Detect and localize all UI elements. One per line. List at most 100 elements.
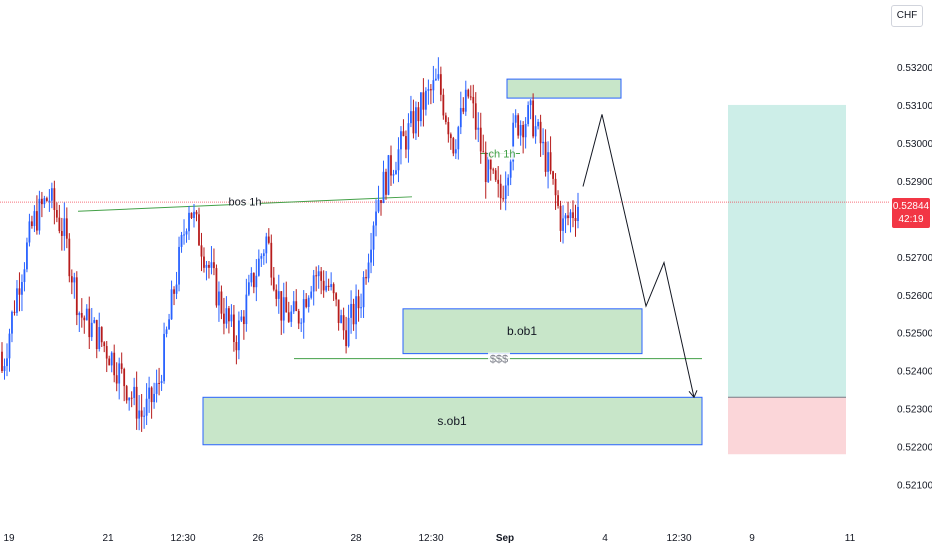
candle-body bbox=[285, 297, 288, 313]
candle-body bbox=[524, 123, 527, 138]
candle-body bbox=[193, 211, 195, 218]
y-tick-label: 0.53100 bbox=[897, 101, 932, 112]
x-tick-label: 9 bbox=[749, 533, 755, 544]
candle-body bbox=[80, 313, 83, 318]
candle-body bbox=[90, 322, 93, 338]
candle-body bbox=[33, 211, 36, 227]
candle-body bbox=[262, 253, 265, 256]
candle-body bbox=[317, 271, 320, 277]
y-tick-label: 0.52600 bbox=[897, 291, 932, 302]
candle-body bbox=[459, 107, 462, 128]
candle-body bbox=[542, 141, 544, 144]
candle-body bbox=[140, 410, 143, 417]
candle-body bbox=[417, 107, 420, 122]
candle-body bbox=[218, 291, 220, 306]
candle-body bbox=[133, 386, 136, 398]
candle-body bbox=[125, 386, 128, 401]
candle-body bbox=[400, 131, 402, 150]
candle-body bbox=[18, 288, 21, 295]
candle-body bbox=[444, 115, 447, 122]
candle-body bbox=[123, 369, 126, 387]
candle-body bbox=[529, 100, 532, 106]
candle-body bbox=[297, 310, 300, 324]
candle-body bbox=[432, 80, 435, 91]
candle-body bbox=[53, 188, 56, 211]
candle-body bbox=[434, 78, 437, 81]
candle-body bbox=[554, 178, 557, 196]
candle-countdown: 42:19 bbox=[898, 214, 924, 225]
candle-body bbox=[108, 358, 111, 366]
candle-body bbox=[574, 218, 577, 221]
candle-body bbox=[517, 115, 520, 136]
currency-label[interactable]: CHF bbox=[891, 5, 923, 27]
candle-body bbox=[315, 275, 318, 277]
candle-body bbox=[437, 74, 440, 79]
candle-body bbox=[557, 195, 559, 206]
y-tick-label: 0.52200 bbox=[897, 443, 932, 454]
candle-body bbox=[190, 212, 193, 218]
candle-body bbox=[449, 134, 452, 139]
candle-body bbox=[148, 387, 151, 399]
candle-body bbox=[287, 312, 290, 322]
candle-body bbox=[380, 200, 382, 204]
candle-body bbox=[23, 269, 26, 282]
candle-body bbox=[507, 177, 510, 186]
position-stop-zone bbox=[728, 397, 846, 455]
candle-body bbox=[424, 90, 427, 110]
candle-body bbox=[497, 179, 500, 184]
candle-body bbox=[422, 92, 425, 110]
candle-body bbox=[16, 288, 18, 313]
candle-body bbox=[519, 124, 522, 136]
y-tick-label: 0.53000 bbox=[897, 139, 932, 150]
candle-body bbox=[387, 155, 390, 195]
candle-body bbox=[330, 284, 333, 288]
candle-body bbox=[514, 115, 517, 123]
candle-body bbox=[153, 393, 156, 403]
candle-body bbox=[255, 275, 258, 288]
sell-order-block bbox=[202, 396, 703, 446]
candle-body bbox=[355, 296, 357, 325]
candle-body bbox=[357, 296, 360, 309]
candle-body bbox=[115, 375, 118, 384]
current-price-value: 0.52844 bbox=[892, 201, 930, 212]
candle-body bbox=[21, 281, 23, 295]
candle-body bbox=[103, 342, 106, 347]
candle-body bbox=[230, 314, 233, 322]
candle-body bbox=[280, 291, 283, 321]
candle-body bbox=[544, 141, 547, 172]
candle-body bbox=[220, 291, 223, 314]
y-tick-label: 0.52700 bbox=[897, 253, 932, 264]
candle-body bbox=[242, 316, 245, 325]
candle-body bbox=[467, 89, 470, 97]
candle-body bbox=[345, 330, 348, 347]
candle-body bbox=[180, 234, 183, 247]
candle-body bbox=[310, 291, 313, 298]
candle-body bbox=[163, 333, 165, 382]
candle-body bbox=[36, 211, 38, 231]
candle-body bbox=[427, 89, 430, 91]
candle-body bbox=[347, 317, 350, 347]
candle-body bbox=[128, 397, 131, 401]
candle-body bbox=[38, 198, 41, 231]
y-tick-label: 0.52900 bbox=[897, 177, 932, 188]
x-tick-label: 4 bbox=[602, 533, 608, 544]
candle-body bbox=[120, 363, 123, 370]
candle-body bbox=[370, 249, 372, 263]
candle-body bbox=[420, 92, 422, 122]
candle-body bbox=[412, 111, 415, 134]
candle-body bbox=[223, 313, 225, 324]
candle-body bbox=[537, 121, 540, 127]
candle-body bbox=[55, 210, 58, 218]
candle-body bbox=[183, 234, 185, 236]
candle-body bbox=[352, 303, 355, 325]
x-tick-label: 11 bbox=[845, 533, 856, 544]
candle-body bbox=[245, 294, 248, 325]
candle-body bbox=[198, 214, 200, 246]
candle-body bbox=[215, 268, 218, 306]
candle-body bbox=[569, 212, 572, 219]
candle-body bbox=[332, 284, 335, 294]
candle-body bbox=[300, 322, 303, 324]
candle-body bbox=[45, 198, 48, 201]
candle-body bbox=[547, 152, 549, 172]
